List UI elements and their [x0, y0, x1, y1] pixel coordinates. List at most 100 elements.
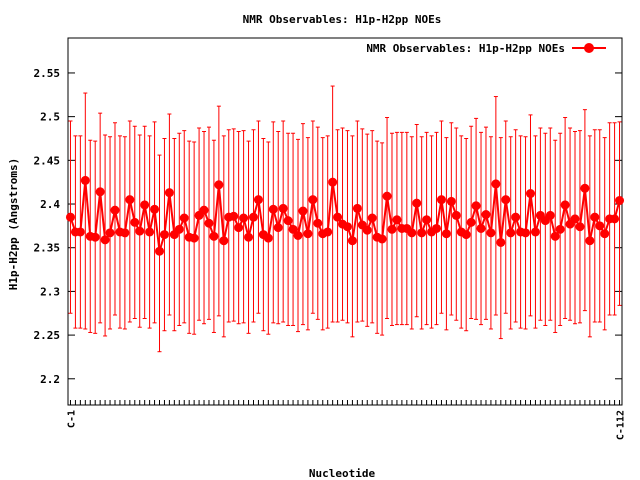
data-point	[130, 217, 140, 227]
data-point	[471, 201, 481, 211]
x-tick-label: C-1	[66, 410, 77, 428]
data-point	[204, 218, 214, 228]
data-point	[150, 204, 160, 214]
data-point	[590, 212, 600, 222]
data-point	[407, 228, 417, 238]
data-point	[234, 223, 244, 233]
data-point	[441, 229, 451, 239]
data-point	[580, 183, 590, 193]
x-axis-label: Nucleotide	[309, 467, 376, 480]
data-point	[219, 236, 229, 246]
data-point	[90, 232, 100, 242]
data-point	[253, 195, 263, 205]
data-point	[600, 229, 610, 239]
y-tick-label: 2.25	[34, 329, 61, 342]
data-point	[80, 175, 90, 185]
y-tick-labels: 2.2 2.25 2.3 2.35 2.4 2.45 2.5 2.55	[34, 67, 61, 386]
data-point	[189, 233, 199, 243]
data-point	[244, 232, 254, 242]
data-point	[555, 224, 565, 234]
data-point	[595, 221, 605, 231]
data-point	[501, 195, 511, 205]
data-point	[545, 210, 555, 220]
data-point	[451, 210, 461, 220]
data-point	[446, 196, 456, 206]
data-point	[417, 228, 427, 238]
data-point	[268, 204, 278, 214]
data-point	[263, 233, 273, 243]
y-tick-label: 2.35	[34, 242, 61, 255]
data-point	[412, 198, 422, 208]
data-point	[525, 189, 535, 199]
data-point	[436, 195, 446, 205]
data-point	[560, 200, 570, 210]
x-tick-labels: C-1 C-112	[66, 410, 626, 440]
y-tick-label: 2.3	[40, 285, 60, 298]
data-point	[95, 187, 105, 197]
data-point	[229, 211, 239, 221]
y-tick-label: 2.45	[34, 154, 61, 167]
data-point	[506, 228, 516, 238]
data-point	[239, 213, 249, 223]
data-point	[333, 212, 343, 222]
data-point	[199, 205, 209, 215]
data-point	[466, 217, 476, 227]
legend-label: NMR Observables: H1p-H2pp NOEs	[366, 42, 565, 55]
plot-frame	[67, 37, 623, 406]
data-point	[585, 236, 595, 246]
data-point	[530, 227, 540, 237]
data-point	[75, 227, 85, 237]
data-point	[278, 203, 288, 213]
data-point	[110, 205, 120, 215]
legend: NMR Observables: H1p-H2pp NOEs	[366, 42, 606, 55]
data-point	[486, 228, 496, 238]
data-point	[610, 214, 620, 224]
data-point	[155, 246, 165, 256]
y-tick-label: 2.5	[40, 111, 60, 124]
data-point	[387, 224, 397, 234]
data-point	[342, 222, 352, 232]
data-point	[476, 223, 486, 233]
data-point	[422, 215, 432, 225]
data-point	[293, 230, 303, 240]
data-point	[377, 234, 387, 244]
data-point	[615, 196, 625, 206]
data-point	[298, 206, 308, 216]
data-point	[283, 216, 293, 226]
data-point	[214, 180, 224, 190]
chart-title: NMR Observables: H1p-H2pp NOEs	[243, 13, 442, 26]
data-point	[303, 229, 313, 239]
data-point	[323, 227, 333, 237]
data-point	[100, 235, 110, 245]
data-point	[135, 226, 145, 236]
data-point	[491, 179, 501, 189]
data-point	[159, 230, 169, 240]
data-point	[120, 228, 130, 238]
y-tick-label: 2.2	[40, 373, 60, 386]
data-point	[362, 225, 372, 235]
data-point	[481, 210, 491, 220]
data-point	[328, 177, 338, 187]
y-tick-label: 2.55	[34, 67, 61, 80]
data-point	[174, 224, 184, 234]
data-point	[273, 223, 283, 233]
data-point	[461, 230, 471, 240]
data-point	[140, 200, 150, 210]
y-axis-label: H1p-H2pp (Angstroms)	[7, 158, 20, 290]
data-point	[105, 228, 115, 238]
data-point	[511, 212, 521, 222]
data-point	[352, 203, 362, 213]
data-point	[313, 218, 323, 228]
data-point	[164, 188, 174, 198]
data-point	[392, 215, 402, 225]
data-point	[367, 213, 377, 223]
data-point	[288, 224, 298, 234]
data-point	[550, 231, 560, 241]
data-point	[248, 212, 258, 222]
data-point	[521, 228, 531, 238]
y-tick-label: 2.4	[40, 198, 60, 211]
data-point	[125, 195, 135, 205]
legend-marker	[584, 43, 594, 53]
data-point	[432, 223, 442, 233]
